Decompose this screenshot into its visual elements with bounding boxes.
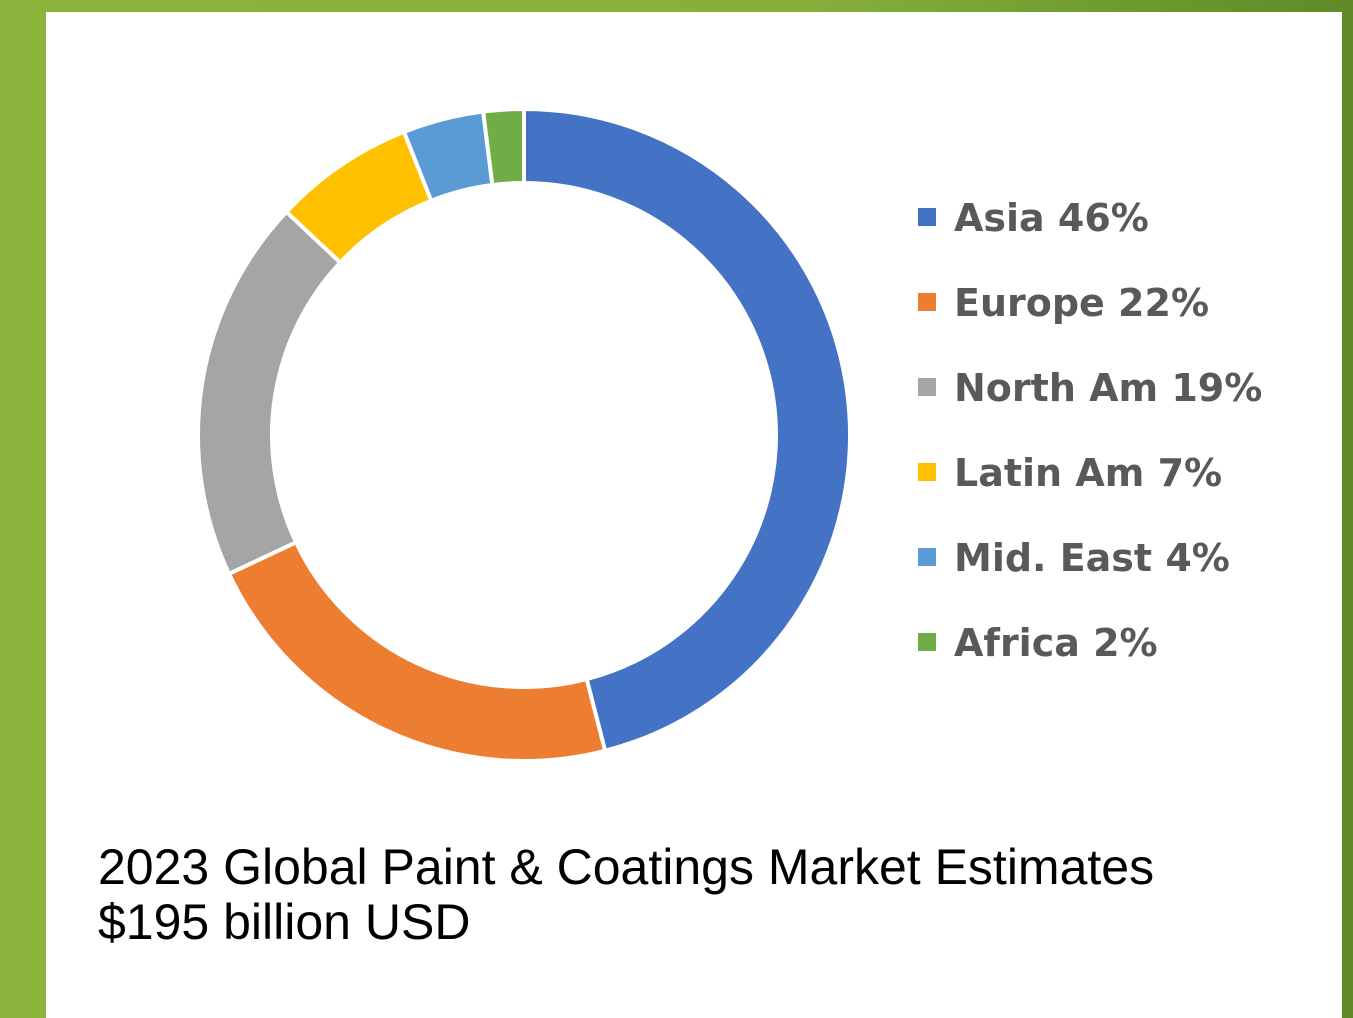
legend-item-latin-am: Latin Am 7% bbox=[918, 451, 1222, 495]
slice-asia bbox=[522, 107, 852, 753]
slice-europe bbox=[227, 540, 608, 763]
legend-item-africa: Africa 2% bbox=[918, 621, 1158, 665]
slice-africa bbox=[481, 107, 526, 187]
chart-legend: Asia 46% Europe 22% North Am 19% Latin Am 7… bbox=[918, 196, 1262, 665]
caption-title: 2023 Global Paint & Coatings Market Esti… bbox=[98, 839, 1155, 895]
caption-total: $195 billion USD bbox=[98, 894, 471, 950]
legend-label: North Am 19% bbox=[954, 366, 1262, 410]
legend-swatch bbox=[918, 633, 936, 651]
chart-card: Asia 46% Europe 22% North Am 19% Latin Am 7… bbox=[46, 12, 1342, 1018]
legend-swatch bbox=[918, 378, 936, 396]
slice-north-am bbox=[196, 209, 343, 576]
legend-label: Latin Am 7% bbox=[954, 451, 1222, 495]
donut-chart: Asia 46% Europe 22% North Am 19% Latin Am 7… bbox=[196, 107, 1262, 763]
legend-item-north-am: North Am 19% bbox=[918, 366, 1262, 410]
legend-item-europe: Europe 22% bbox=[918, 281, 1209, 325]
legend-label: Asia 46% bbox=[954, 196, 1149, 240]
legend-swatch bbox=[918, 463, 936, 481]
legend-label: Africa 2% bbox=[954, 621, 1158, 665]
legend-item-mid-east: Mid. East 4% bbox=[918, 536, 1230, 580]
legend-item-asia: Asia 46% bbox=[918, 196, 1149, 240]
chart-caption: 2023 Global Paint & Coatings Market Esti… bbox=[98, 840, 1154, 950]
legend-label: Mid. East 4% bbox=[954, 536, 1230, 580]
legend-label: Europe 22% bbox=[954, 281, 1209, 325]
legend-swatch bbox=[918, 548, 936, 566]
legend-swatch bbox=[918, 293, 936, 311]
legend-swatch bbox=[918, 208, 936, 226]
donut-slices bbox=[196, 107, 852, 763]
